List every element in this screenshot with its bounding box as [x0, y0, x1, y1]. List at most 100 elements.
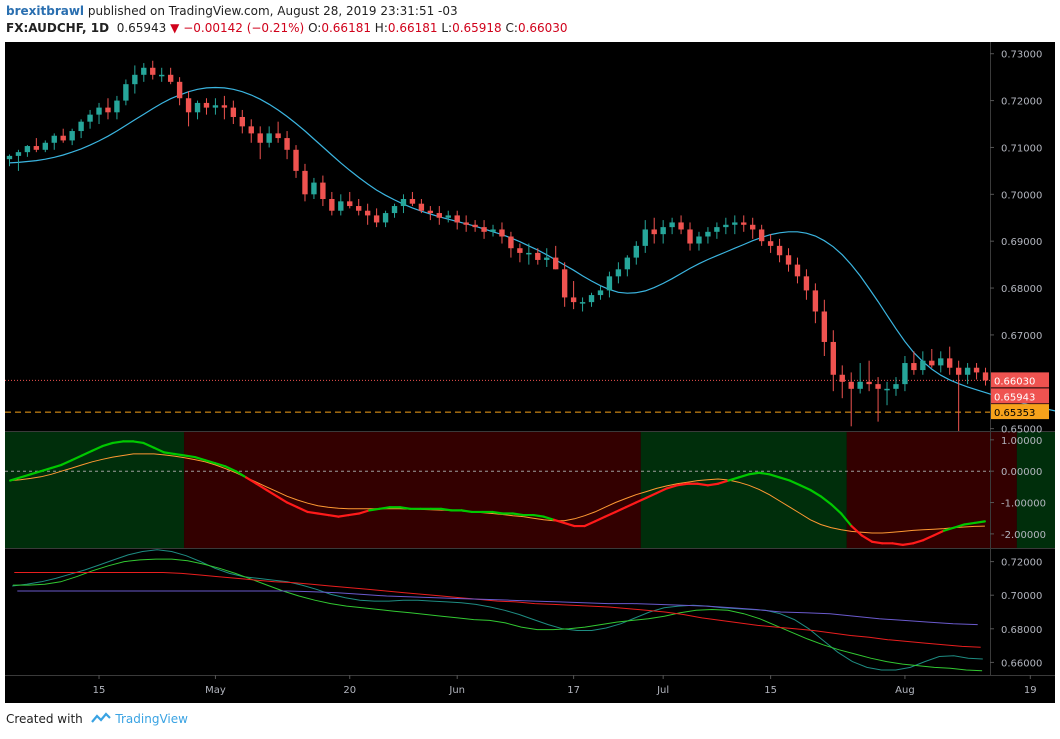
candle	[606, 271, 613, 298]
price-axis-label: 0.65000	[1001, 425, 1042, 436]
chart-svg[interactable]: 0.73000 0.72000 0.71000 0.70000 0.69000 0.680…	[5, 42, 1060, 703]
candle-body	[356, 206, 362, 211]
oscillator-regime-band	[1016, 432, 1060, 548]
oscillator-fast-segment	[758, 471, 771, 476]
oscillator-fast-segment	[203, 459, 217, 465]
candle-body	[329, 199, 335, 211]
oscillator-fast-segment	[952, 523, 966, 529]
candle-body	[615, 269, 622, 277]
symbol-label: FX:AUDCHF, 1D	[6, 21, 110, 35]
oscillator-fast-segment	[542, 515, 556, 521]
ma-axis-label: 0.70000	[1001, 591, 1042, 602]
candle-body	[463, 222, 469, 225]
candle-body	[481, 227, 487, 232]
candle	[159, 67, 165, 82]
candle-body	[526, 252, 532, 255]
candle-body	[723, 224, 729, 228]
oscillator-fast-segment	[911, 539, 925, 545]
candle	[212, 98, 219, 115]
candle	[866, 360, 872, 392]
candle-body	[982, 372, 989, 381]
high-value: 0.66181	[387, 21, 438, 35]
oscillator-fast-segment	[255, 482, 268, 492]
candle	[6, 154, 13, 167]
candle	[938, 351, 944, 373]
candle	[329, 191, 335, 216]
oscillator-fast-segment	[368, 507, 381, 512]
oscillator-fast-segment	[183, 454, 196, 459]
close-label: C:	[505, 21, 518, 35]
oscillator-fast-segment	[224, 465, 237, 473]
oscillator-fast-segment	[963, 521, 976, 526]
price-axis-label: 0.69000	[1001, 237, 1042, 248]
oscillator-fast-segment	[799, 484, 812, 492]
candle	[400, 194, 407, 214]
candle-body	[302, 170, 308, 195]
candle-body	[535, 252, 541, 260]
candle-body	[24, 146, 31, 153]
candle	[776, 238, 783, 263]
candle-body	[687, 229, 693, 244]
oscillator-fast-segment	[840, 512, 853, 528]
oscillator-fast-segment	[193, 455, 207, 462]
candle-body	[633, 245, 639, 258]
candle	[955, 360, 962, 431]
candle-body	[812, 290, 819, 312]
candle-body	[911, 363, 917, 371]
candle-body	[132, 74, 138, 85]
oscillator-fast-segment	[727, 476, 740, 482]
candle-body	[78, 121, 84, 132]
candle-body	[284, 138, 290, 150]
created-with-text: Created with	[6, 712, 83, 726]
candle-body	[884, 388, 890, 391]
candle-body	[678, 222, 684, 230]
candle-body	[767, 241, 774, 246]
oscillator-fast-segment	[214, 462, 227, 468]
candle-body	[15, 152, 22, 156]
candle	[973, 363, 980, 380]
candle	[741, 215, 747, 232]
chart-area[interactable]: 0.73000 0.72000 0.71000 0.70000 0.69000 0.680…	[5, 42, 1060, 703]
tradingview-brand[interactable]: TradingView	[115, 712, 188, 726]
candle	[561, 262, 568, 307]
oscillator-fast-segment	[19, 473, 32, 479]
oscillator-fast-segment	[29, 470, 43, 476]
candle-body	[364, 210, 371, 216]
candle-body	[141, 67, 147, 75]
candle-body	[409, 199, 416, 204]
price-axis-label: 0.68000	[1001, 284, 1042, 295]
candle	[194, 100, 201, 120]
author-name[interactable]: brexitbrawl	[6, 4, 85, 18]
ma-axis-label: 0.66000	[1001, 658, 1042, 669]
candle	[517, 243, 523, 263]
candle	[87, 109, 93, 129]
candle	[454, 210, 460, 230]
candle-body	[597, 290, 604, 296]
oscillator-fast-segment	[234, 470, 248, 479]
candle	[669, 217, 675, 235]
oscillator-fast-segment	[286, 501, 299, 509]
candle-body	[750, 224, 756, 230]
footer: Created with TradingView	[6, 712, 188, 726]
oscillator-regime-band	[640, 432, 847, 548]
candle	[463, 215, 469, 232]
candle-body	[194, 102, 201, 113]
ma-line-purple	[17, 590, 978, 626]
oscillator-fast-segment	[552, 518, 566, 525]
candle-body	[445, 215, 451, 218]
oscillator-fast-segment	[563, 521, 576, 528]
candle	[248, 119, 254, 143]
price-line-label: 0.65353	[994, 408, 1035, 419]
chart-header: brexitbrawl published on TradingView.com…	[0, 0, 1060, 42]
time-axis-label: Aug	[895, 685, 915, 696]
candle	[275, 121, 281, 143]
candle	[167, 67, 174, 85]
candle	[821, 299, 828, 357]
candle	[660, 220, 666, 244]
oscillator-fast-segment	[634, 496, 648, 504]
candle	[579, 297, 586, 312]
oscillator-fast-segment	[747, 471, 761, 476]
oscillator-fast-segment	[624, 501, 638, 509]
oscillator-fast-segment	[829, 503, 843, 515]
oscillator-fast-segment	[675, 482, 689, 487]
